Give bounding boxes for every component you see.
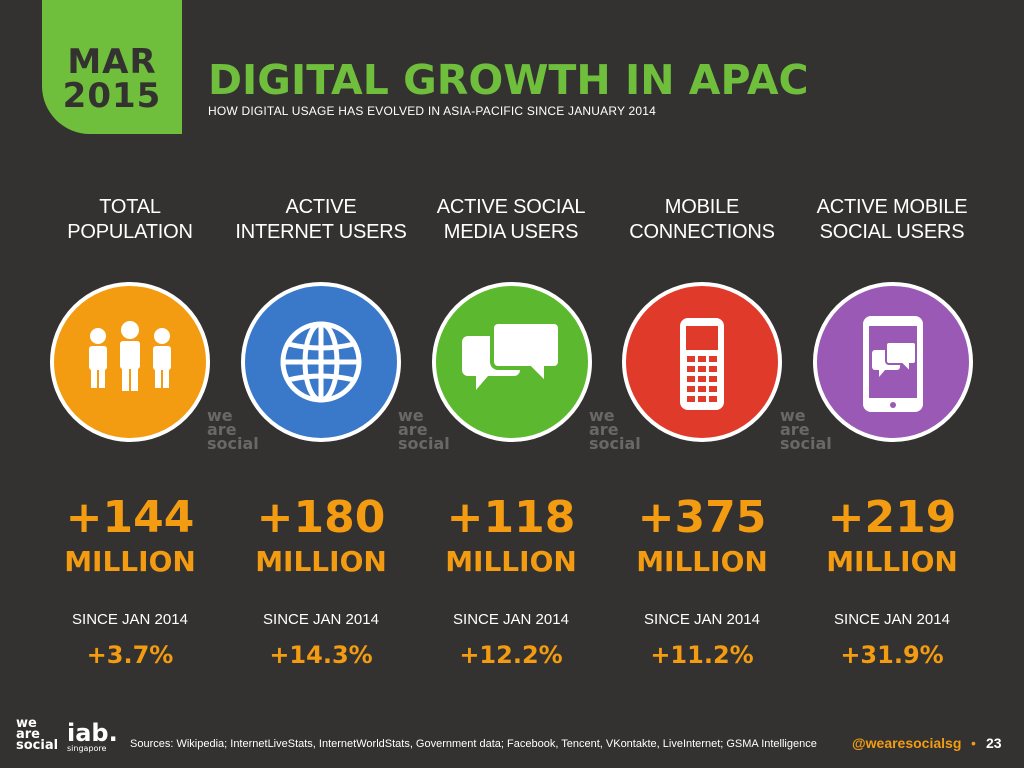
value-number: +180 [256, 492, 386, 543]
label-line2: INTERNET USERS [235, 221, 407, 243]
value-number: +219 [827, 492, 957, 543]
stat-value-social: +118 MILLION [416, 492, 606, 580]
label-line2: POPULATION [67, 221, 193, 243]
label-line1: ACTIVE SOCIAL [436, 196, 586, 218]
population-circle [50, 282, 210, 442]
stat-value-mobile-social: +219 MILLION [797, 492, 987, 580]
month: MAR [67, 42, 157, 82]
stat-label-internet: ACTIVE INTERNET USERS [226, 195, 416, 247]
mobile-social-circle [813, 282, 973, 442]
since-text: SINCE JAN 2014 [72, 611, 188, 628]
value-unit: MILLION [445, 545, 577, 578]
label-line1: MOBILE [664, 196, 740, 218]
label-line2: MEDIA USERS [443, 221, 579, 243]
date-tab: MAR 2015 [42, 0, 182, 134]
separator-bullet: • [971, 735, 976, 751]
value-unit: MILLION [64, 545, 196, 578]
page-number: 23 [986, 735, 1002, 751]
label-line1: TOTAL [99, 196, 161, 218]
globe-icon [280, 321, 362, 403]
watermark-logo: we are social [398, 406, 450, 453]
value-number: +144 [65, 492, 195, 543]
growth-percent: +31.9% [840, 641, 944, 669]
growth-percent: +14.3% [269, 641, 373, 669]
value-number: +375 [637, 492, 767, 543]
growth-percent: +3.7% [86, 641, 174, 669]
stat-value-mobile: +375 MILLION [607, 492, 797, 580]
since-text: SINCE JAN 2014 [263, 611, 379, 628]
stat-label-mobile-social: ACTIVE MOBILE SOCIAL USERS [797, 195, 987, 247]
value-unit: MILLION [826, 545, 958, 578]
internet-circle [241, 282, 401, 442]
chat-bubbles-icon [462, 320, 562, 390]
sources-text: Sources: Wikipedia; InternetLiveStats, I… [130, 738, 817, 750]
we-are-social-logo: we are social [16, 716, 59, 753]
value-unit: MILLION [636, 545, 768, 578]
watermark-logo: we are social [780, 406, 832, 453]
mobile-phone-icon [680, 318, 724, 410]
since-text: SINCE JAN 2014 [453, 611, 569, 628]
growth-percent: +11.2% [650, 641, 754, 669]
watermark-logo: we are social [207, 406, 259, 453]
people-icon [89, 321, 171, 391]
label-line2: SOCIAL USERS [819, 221, 965, 243]
value-number: +118 [446, 492, 576, 543]
page-title: DIGITAL GROWTH IN APAC [208, 56, 809, 104]
label-line1: ACTIVE MOBILE [816, 196, 968, 218]
stat-label-social: ACTIVE SOCIAL MEDIA USERS [416, 195, 606, 247]
stat-label-population: TOTAL POPULATION [35, 195, 225, 247]
year: 2015 [62, 76, 162, 116]
mobile-circle [622, 282, 782, 442]
social-handle: @wearesocialsg [852, 735, 962, 751]
stat-value-population: +144 MILLION [35, 492, 225, 580]
since-text: SINCE JAN 2014 [834, 611, 950, 628]
label-line1: ACTIVE [285, 196, 357, 218]
value-unit: MILLION [255, 545, 387, 578]
stat-label-mobile: MOBILE CONNECTIONS [607, 195, 797, 247]
since-text: SINCE JAN 2014 [644, 611, 760, 628]
page-subtitle: HOW DIGITAL USAGE HAS EVOLVED IN ASIA-PA… [208, 104, 657, 118]
growth-percent: +12.2% [459, 641, 563, 669]
iab-singapore-logo: iab. singapore [67, 719, 118, 753]
watermark-logo: we are social [589, 406, 641, 453]
stat-value-internet: +180 MILLION [226, 492, 416, 580]
mobile-chat-icon [863, 316, 923, 412]
label-line2: CONNECTIONS [629, 221, 775, 243]
social-circle [432, 282, 592, 442]
